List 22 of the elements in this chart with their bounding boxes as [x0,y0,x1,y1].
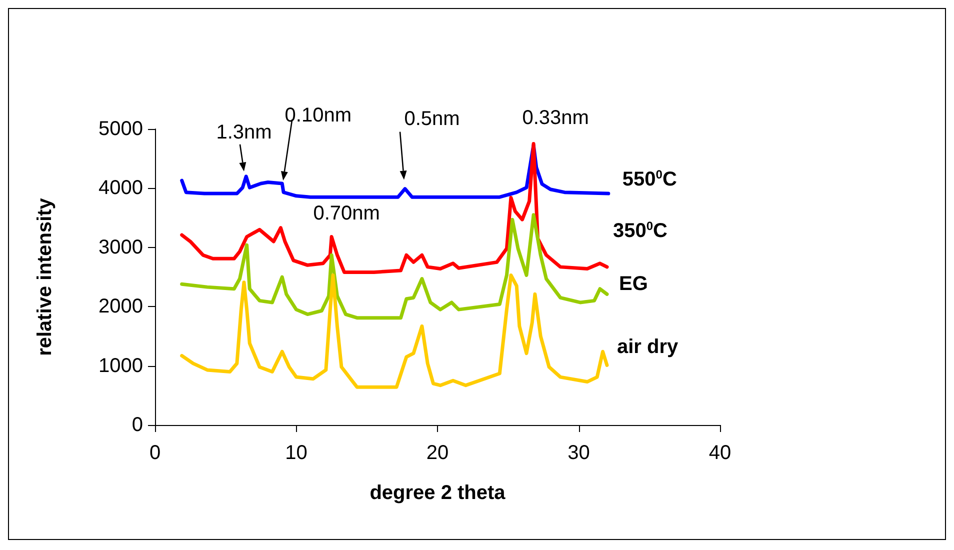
y-tick-label: 2000 [98,296,143,318]
x-tick-label: 30 [568,442,590,464]
x-tick-label: 40 [708,442,732,464]
series-label: air dry [617,336,680,358]
y-tick-label: 1000 [98,354,143,377]
y-tick-label: 4000 [98,177,143,200]
x-axis-title: degree 2 theta [370,482,506,504]
annotation: 0.70nm [313,202,380,225]
series-label: EG [619,273,648,296]
y-tick-label: 5000 [98,118,143,140]
y-tick-label: 0 [132,414,143,436]
x-tick-label: 10 [285,442,308,464]
annotation: 0.5nm [404,108,460,130]
y-axis-title: relative intensity [34,197,56,356]
annotation: 0.10nm [284,104,352,126]
annotation: 1.3nm [216,121,272,144]
line-series [180,142,609,274]
x-tick-label: 20 [426,442,449,464]
annotation: 0.33nm [522,106,589,129]
x-tick-label: 0 [149,442,161,464]
line-series [180,273,609,389]
y-tick-label: 3000 [98,236,143,258]
